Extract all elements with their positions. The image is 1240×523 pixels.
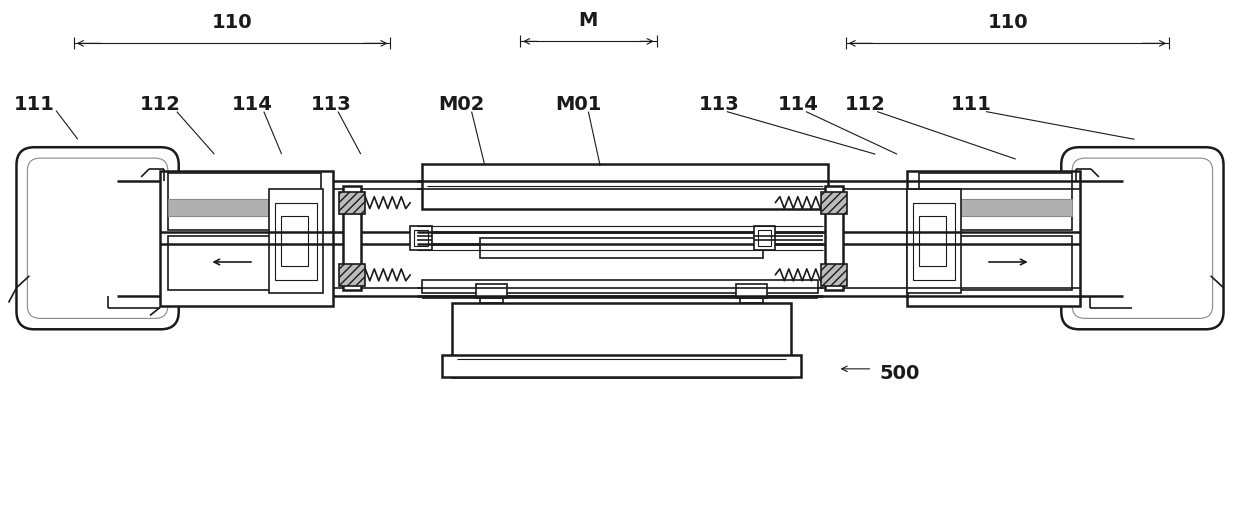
Bar <box>167 173 321 230</box>
FancyBboxPatch shape <box>1061 147 1224 329</box>
Bar <box>339 192 365 213</box>
Bar <box>919 199 1073 217</box>
Text: M01: M01 <box>556 95 601 114</box>
Bar <box>740 298 764 303</box>
Text: 111: 111 <box>14 95 55 114</box>
Bar <box>919 217 946 266</box>
Text: 111: 111 <box>951 95 992 114</box>
Bar <box>476 284 507 298</box>
Bar <box>906 171 1080 305</box>
Text: M02: M02 <box>439 95 485 114</box>
Bar <box>339 264 365 286</box>
Text: 500: 500 <box>879 365 920 383</box>
Bar <box>906 189 961 293</box>
Bar <box>451 303 791 377</box>
Bar <box>343 186 361 290</box>
Bar <box>414 230 428 246</box>
Text: 110: 110 <box>987 14 1028 32</box>
Bar <box>441 355 801 377</box>
Text: 114: 114 <box>777 95 818 114</box>
Bar <box>821 264 847 286</box>
Bar <box>758 230 771 246</box>
Text: 112: 112 <box>844 95 885 114</box>
Bar <box>754 226 775 250</box>
Bar <box>410 226 432 250</box>
Bar <box>280 217 309 266</box>
FancyBboxPatch shape <box>16 147 179 329</box>
Bar <box>821 192 847 213</box>
Text: 112: 112 <box>140 95 180 114</box>
Bar <box>160 171 334 305</box>
Bar <box>919 236 1073 290</box>
Text: 110: 110 <box>212 14 253 32</box>
Bar <box>167 236 321 290</box>
Bar <box>422 280 818 293</box>
Bar <box>480 238 764 258</box>
Bar <box>275 202 317 280</box>
Text: 113: 113 <box>311 95 351 114</box>
Bar <box>480 298 503 303</box>
Text: 114: 114 <box>232 95 273 114</box>
Bar <box>735 284 768 298</box>
Bar <box>825 186 843 290</box>
Bar <box>269 189 324 293</box>
Bar <box>919 173 1073 230</box>
Bar <box>422 164 828 209</box>
Text: 113: 113 <box>698 95 739 114</box>
Bar <box>913 202 955 280</box>
Bar <box>167 199 321 217</box>
Text: M: M <box>579 12 598 30</box>
